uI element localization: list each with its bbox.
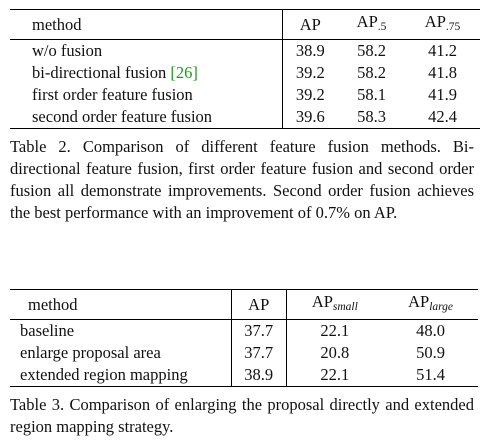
table-2: method AP AP.5 AP.75 w/o fusion 38.9 58.… [10, 9, 480, 129]
cell-ap: 39.2 [295, 85, 325, 104]
citation-link[interactable]: [26] [170, 63, 198, 82]
cell-ap: 38.9 [295, 41, 325, 60]
cell-method: baseline [10, 319, 232, 342]
column-header-ap50: AP.5 [338, 10, 405, 40]
table-row: second order feature fusion 39.6 58.3 42… [10, 106, 480, 129]
cell-ap: 39.6 [295, 107, 325, 126]
cell-ap: 37.7 [231, 342, 287, 364]
column-header-method: method [10, 9, 283, 40]
cell-ap50: 58.1 [357, 85, 386, 104]
cell-ap-small: 22.1 [320, 365, 350, 384]
cell-ap-large: 48.0 [416, 321, 446, 340]
cell-ap75: 41.9 [428, 85, 457, 104]
table-row: baseline 37.7 22.1 48.0 [10, 319, 478, 342]
column-header-ap75-subscript: .75 [445, 21, 461, 33]
table-row: first order feature fusion 39.2 58.1 41.… [10, 84, 480, 106]
cell-ap: 39.2 [295, 63, 325, 82]
method-text: second order feature fusion [32, 107, 213, 126]
column-header-ap50-subscript: .5 [377, 21, 387, 33]
cell-method: bi-directional fusion [26] [10, 62, 283, 84]
method-text: w/o fusion [32, 41, 103, 60]
cell-method: second order feature fusion [10, 106, 283, 129]
cell-ap-small: 20.8 [320, 343, 350, 362]
table-header-row: method AP APsmall APlarge [10, 289, 478, 320]
table-header-row: method AP AP.5 AP.75 [10, 9, 480, 40]
cell-ap75: 42.4 [428, 107, 457, 126]
column-header-method: method [10, 289, 232, 320]
cell-ap50: 58.3 [357, 107, 386, 126]
table-3-block: method AP APsmall APlarge baseline 37.7 … [0, 289, 484, 438]
column-header-ap50-base: AP [356, 12, 378, 31]
cell-method: w/o fusion [10, 39, 283, 62]
cell-ap50: 58.2 [357, 63, 386, 82]
cell-method: first order feature fusion [10, 84, 283, 106]
table-row: bi-directional fusion [26] 39.2 58.2 41.… [10, 62, 480, 84]
table-2-block: method AP AP.5 AP.75 w/o fusion 38.9 58.… [0, 9, 484, 224]
cell-ap50: 58.2 [357, 41, 386, 60]
column-header-ap: AP [299, 14, 321, 34]
cell-ap75: 41.2 [428, 41, 457, 60]
method-text: bi-directional fusion [32, 63, 171, 82]
table-row: extended region mapping 38.9 22.1 51.4 [10, 364, 478, 387]
table-3-caption: Table 3. Comparison of enlarging the pro… [10, 395, 474, 436]
cell-ap: 37.7 [231, 319, 287, 342]
cell-ap75: 41.8 [428, 63, 457, 82]
column-header-ap-large: APlarge [383, 290, 478, 320]
column-header-ap75: AP.75 [405, 10, 480, 40]
column-header-ap: AP [231, 289, 287, 320]
column-header-ap-large-subscript: large [429, 301, 454, 313]
table-row: w/o fusion 38.9 58.2 41.2 [10, 39, 480, 62]
column-header-ap-large-base: AP [408, 292, 430, 311]
cell-ap-large: 50.9 [416, 343, 446, 362]
column-header-ap-small-subscript: small [332, 301, 358, 313]
cell-ap-small: 22.1 [320, 321, 350, 340]
column-header-ap75-base: AP [424, 12, 446, 31]
column-header-ap-small-base: AP [311, 292, 333, 311]
table-row: enlarge proposal area 37.7 20.8 50.9 [10, 342, 478, 364]
method-text: first order feature fusion [32, 85, 193, 104]
cell-method: enlarge proposal area [10, 342, 232, 364]
table-2-caption: Table 2. Comparison of different feature… [10, 137, 474, 222]
table-3: method AP APsmall APlarge baseline 37.7 … [10, 289, 478, 387]
column-header-ap-small: APsmall [286, 290, 383, 320]
cell-ap: 38.9 [231, 364, 287, 387]
cell-ap-large: 51.4 [416, 365, 446, 384]
cell-method: extended region mapping [10, 364, 232, 387]
